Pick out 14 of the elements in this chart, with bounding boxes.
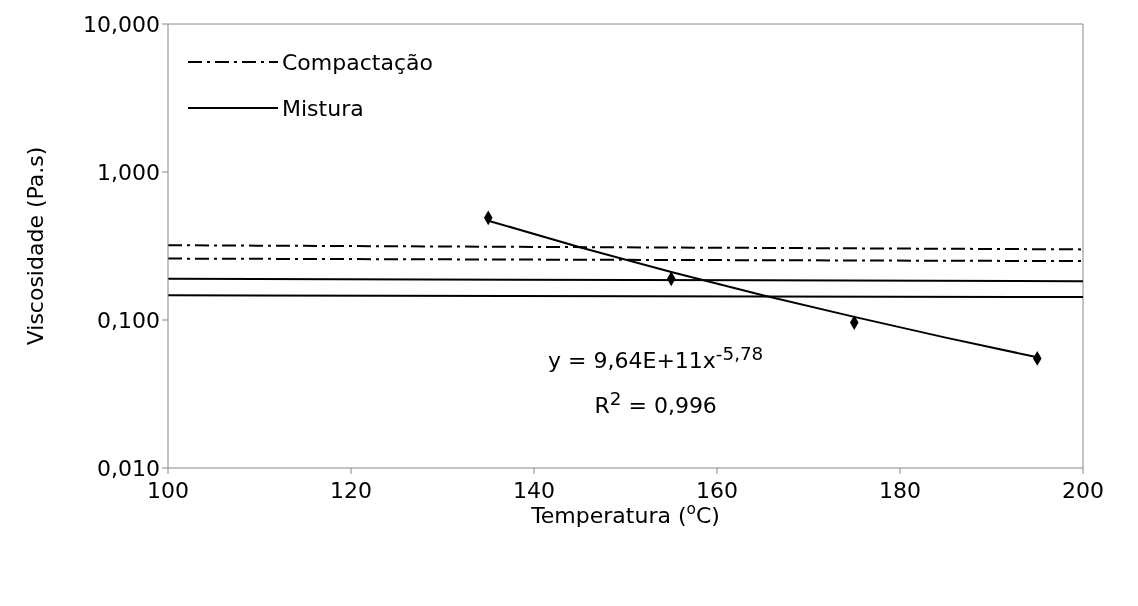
x-axis-title: Temperatura ($^{o}$C) xyxy=(530,500,720,528)
y-axis-title: Viscosidade (Pa.s) xyxy=(23,146,48,346)
y-tick-label: 1,000 xyxy=(97,159,160,185)
annotation: R$^{2}$ = 0,996 xyxy=(593,387,718,421)
x-tick-label: 140 xyxy=(513,477,555,503)
y-tick-label: 0,100 xyxy=(97,307,160,333)
x-tick-label: 200 xyxy=(1062,477,1104,503)
legend-label: Compactação xyxy=(282,49,433,75)
x-tick-label: 180 xyxy=(879,477,921,503)
legend-label: Mistura xyxy=(282,95,364,121)
y-tick-label: 10,000 xyxy=(83,11,160,37)
x-tick-label: 120 xyxy=(330,477,372,503)
annotation: y = 9,64E+11x$^{-5,78}$ xyxy=(547,341,765,376)
x-tick-label: 160 xyxy=(696,477,738,503)
